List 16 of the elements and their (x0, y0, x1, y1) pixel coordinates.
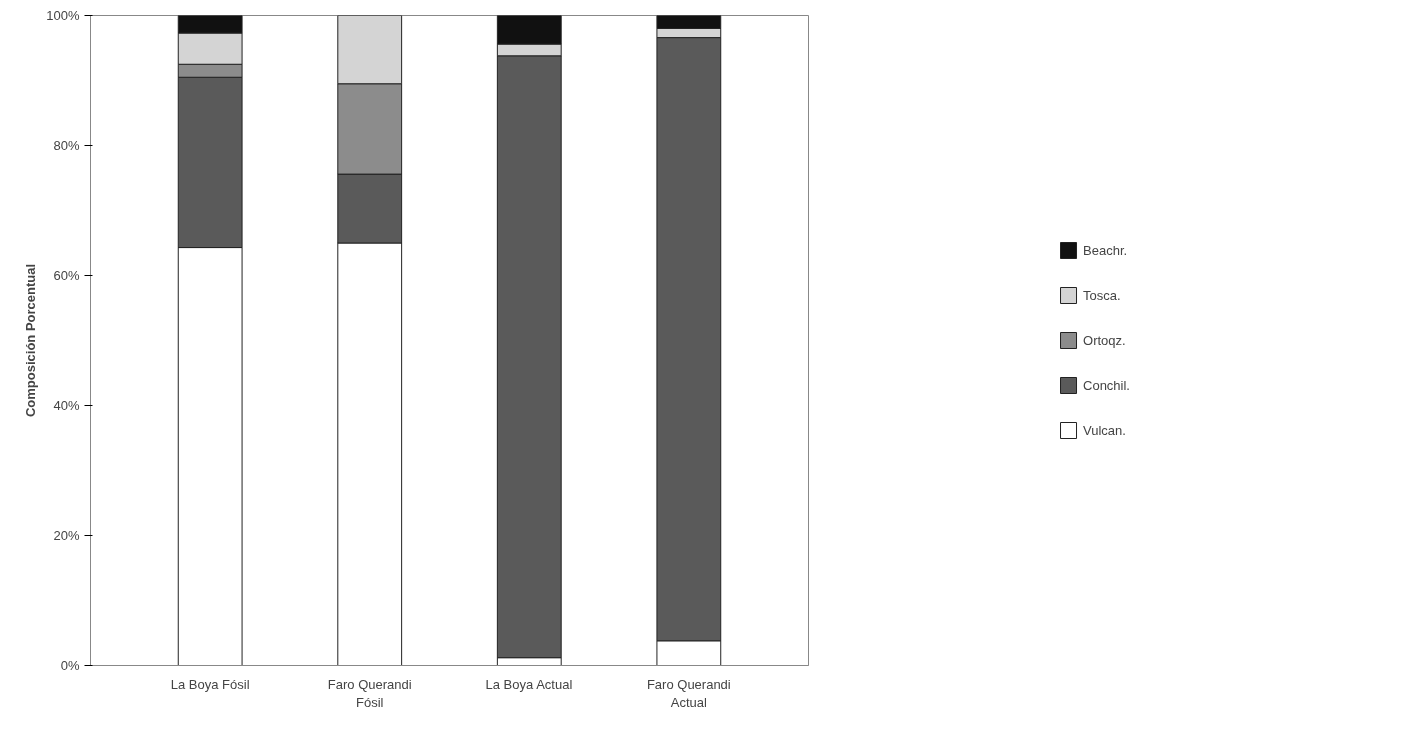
x-tick-label: Faro Querandi Fósil (327, 676, 412, 710)
legend-label: Beachr. (1083, 242, 1128, 258)
legend-label: Conchil. (1083, 377, 1130, 393)
x-tick-label: La Boya Actual (485, 676, 573, 692)
y-axis-title: Composición Porcentual (23, 263, 39, 418)
legend-label: Vulcan. (1083, 422, 1126, 438)
y-tick-label: 0% (60, 658, 80, 673)
legend-label: Ortoqz. (1083, 332, 1126, 348)
y-tick-label: 60% (53, 268, 80, 283)
x-tick-label: La Boya Fósil (170, 676, 250, 692)
x-tick-label: Faro Querandi Actual (646, 676, 731, 710)
legend-label: Tosca. (1083, 287, 1121, 303)
y-tick-label: 20% (53, 528, 80, 543)
y-tick-label: 80% (53, 138, 80, 153)
y-tick-label: 40% (53, 398, 80, 413)
y-tick-label: 100% (46, 8, 80, 23)
